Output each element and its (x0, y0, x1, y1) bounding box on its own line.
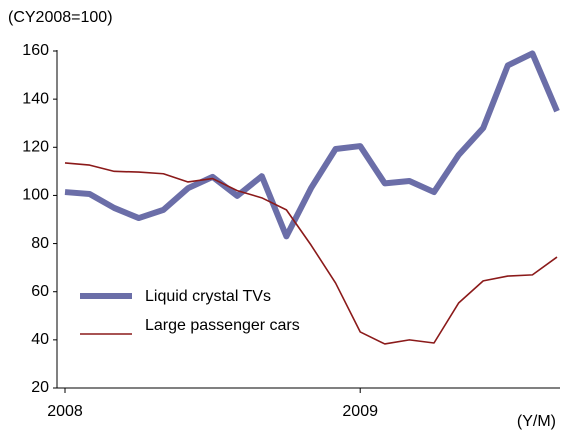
y-axis-label: (CY2008=100) (8, 9, 113, 26)
y-tick-label: 120 (22, 139, 49, 156)
y-tick-label: 60 (31, 283, 49, 300)
y-tick-label: 100 (22, 187, 49, 204)
legend-label: Large passenger cars (145, 317, 300, 334)
legend-label: Liquid crystal TVs (145, 288, 271, 305)
series-line (64, 162, 558, 345)
y-tick-label: 160 (22, 42, 49, 59)
x-tick-label: 2008 (47, 403, 83, 420)
y-tick-label: 40 (31, 331, 49, 348)
x-axis-label: (Y/M) (517, 413, 556, 430)
x-tick-label: 2009 (342, 403, 378, 420)
y-tick-label: 140 (22, 90, 49, 107)
y-tick-label: 20 (31, 379, 49, 396)
y-tick-label: 80 (31, 235, 49, 252)
series-line (64, 50, 560, 240)
